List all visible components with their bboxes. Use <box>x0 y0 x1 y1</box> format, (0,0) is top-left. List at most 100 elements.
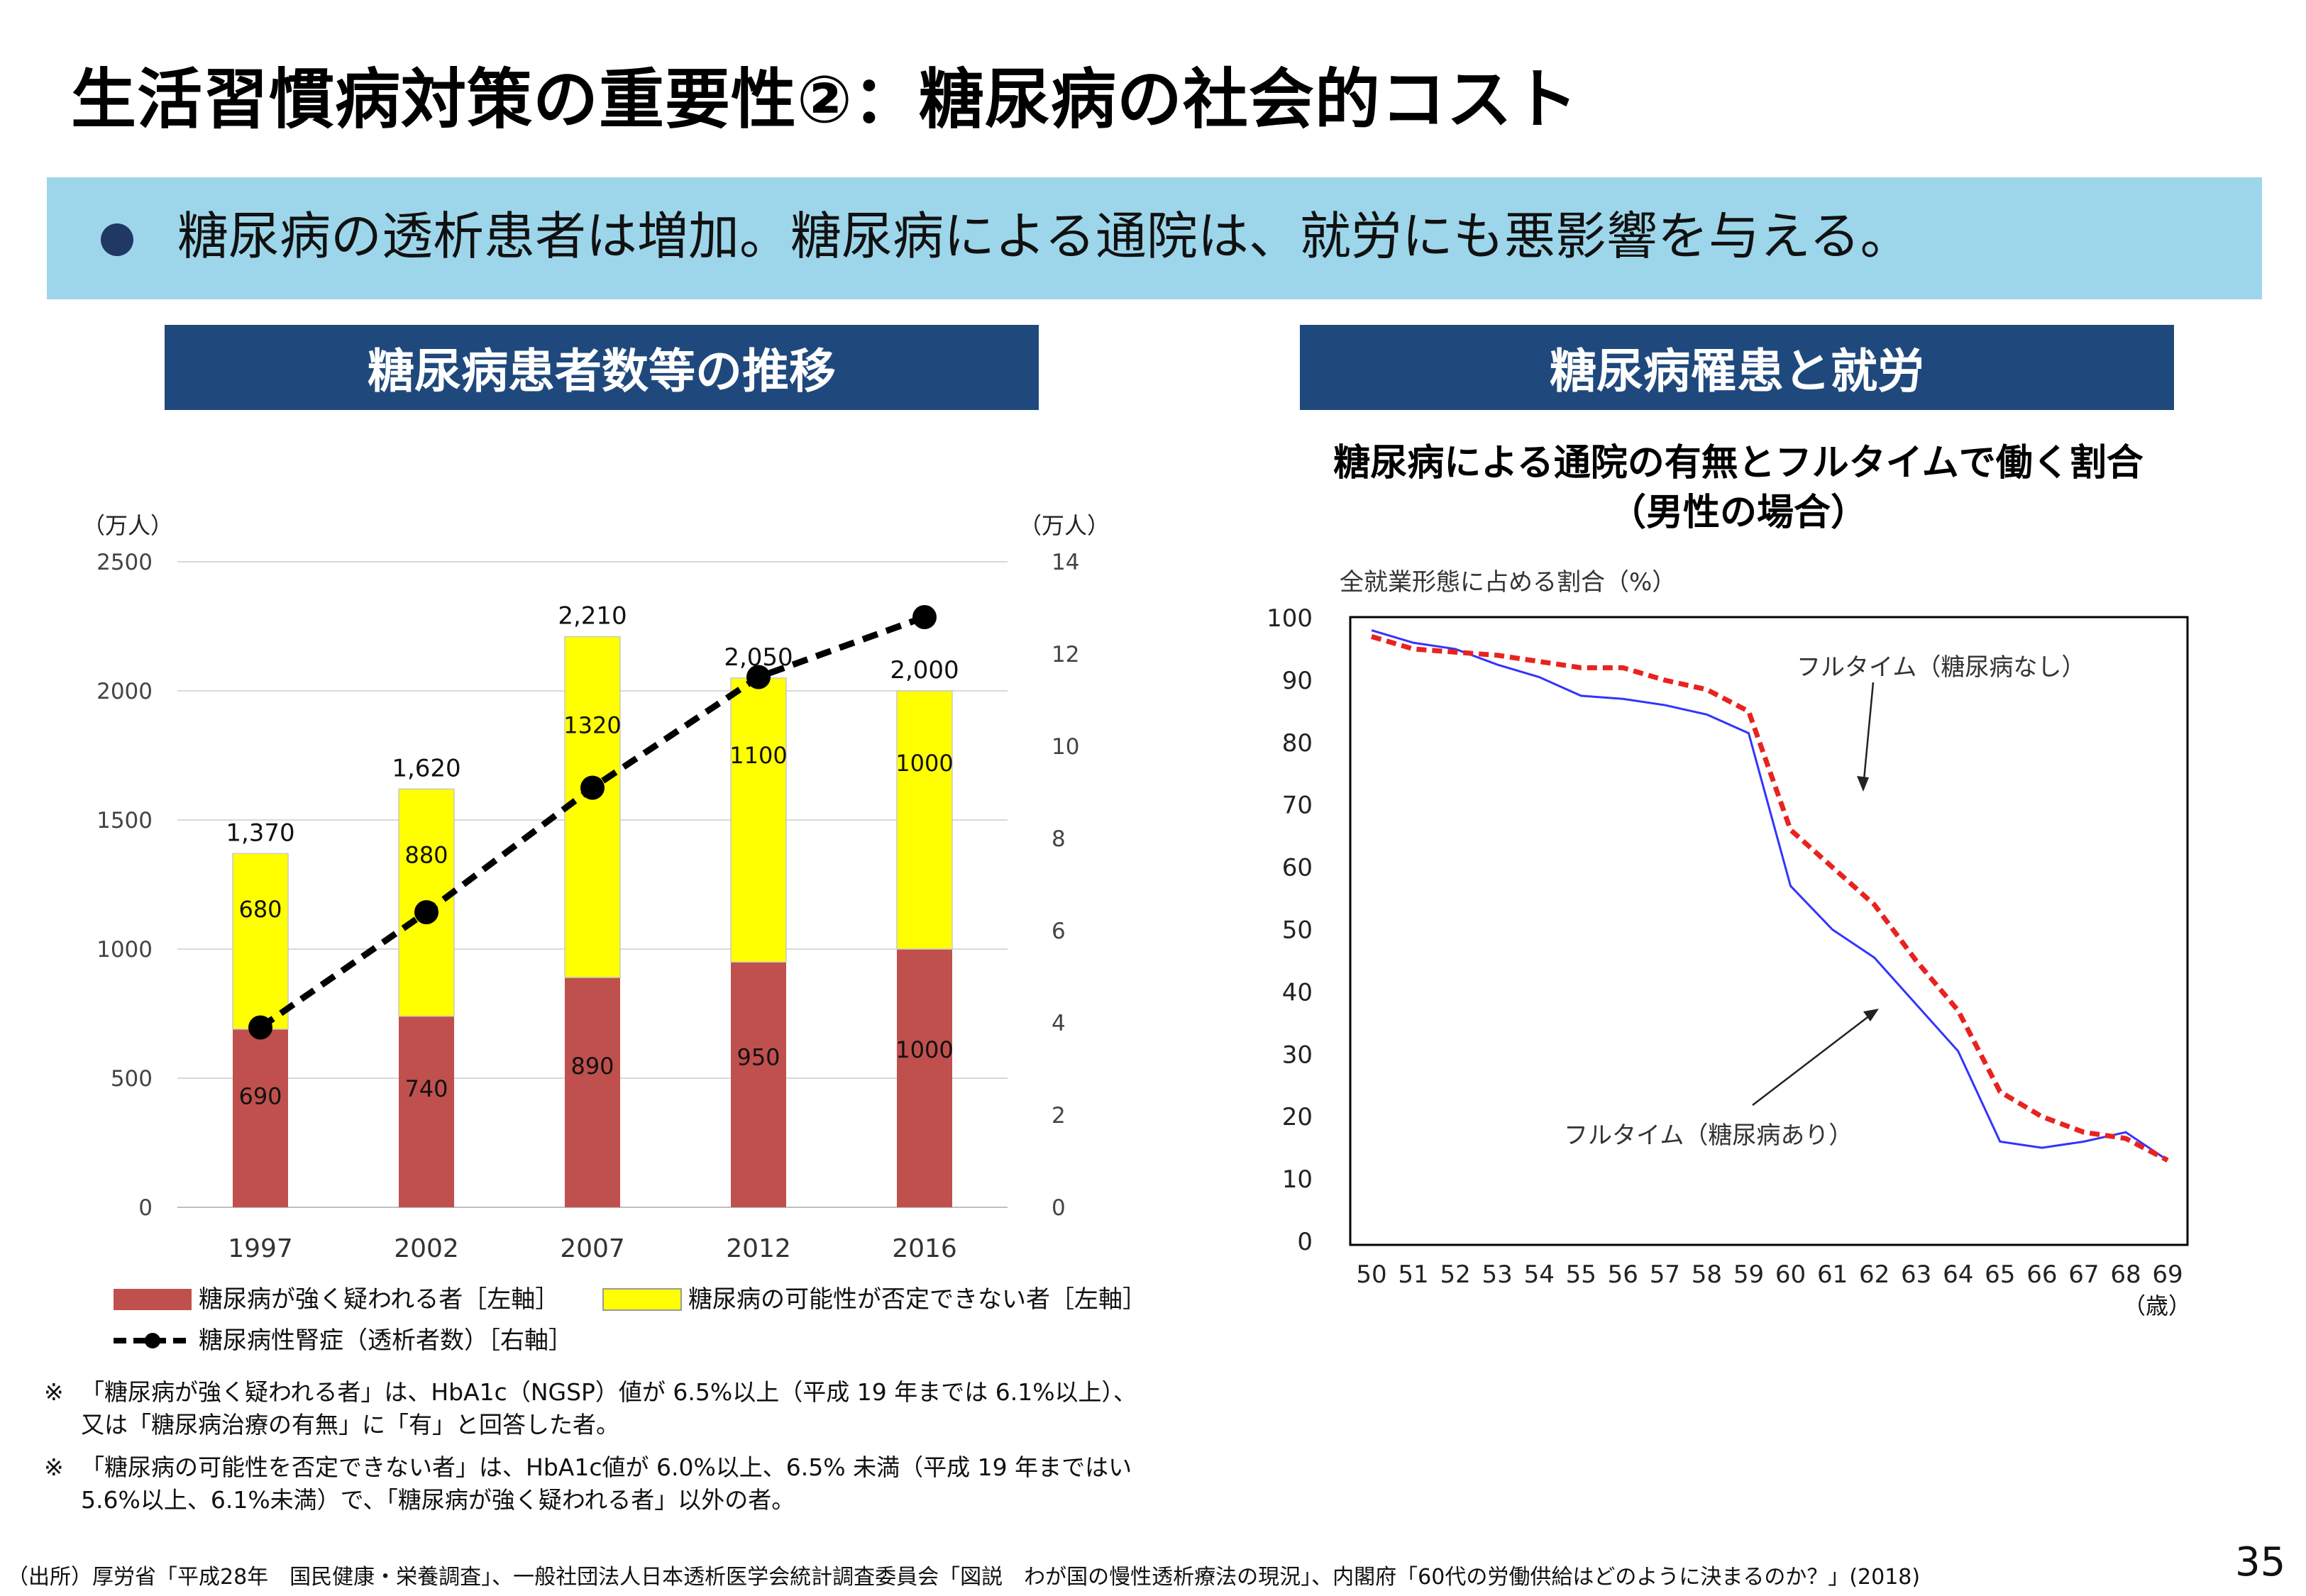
footnote: ※ 「糖尿病が強く疑われる者」は、HbA1c（NGSP）値が 6.5%以上（平成… <box>44 1376 1151 1441</box>
x-axis-tick: 64 <box>1943 1260 1973 1289</box>
x-axis-tick: 52 <box>1440 1260 1470 1289</box>
right-axis-tick: 0 <box>1052 1195 1066 1221</box>
legend-swatch-strong <box>114 1289 192 1310</box>
data-label-possible: 1000 <box>895 750 953 777</box>
y-axis-tick: 100 <box>1267 604 1313 633</box>
dialysis-point <box>580 775 605 800</box>
data-label-strong: 1000 <box>895 1036 953 1063</box>
legend-label-strong: 糖尿病が強く疑われる者［左軸］ <box>199 1285 559 1314</box>
data-label-strong: 890 <box>570 1053 614 1080</box>
data-label-strong: 740 <box>404 1075 448 1102</box>
bullet-icon <box>101 223 133 256</box>
total-label: 1,370 <box>226 819 294 847</box>
legend-swatch-possible <box>602 1288 682 1311</box>
y-axis-tick: 30 <box>1282 1041 1313 1069</box>
annotation-no-diabetes: フルタイム（糖尿病なし） <box>1797 653 2085 682</box>
annotation-arrow-diabetes <box>1752 1012 1874 1106</box>
total-label: 1,620 <box>392 754 460 782</box>
bar-strong <box>731 962 786 1207</box>
data-label-possible: 1320 <box>563 712 621 739</box>
bar-possible <box>232 853 289 1030</box>
page-number: 35 <box>2235 1539 2286 1585</box>
left-axis-tick: 2500 <box>96 550 153 575</box>
x-axis-tick: 61 <box>1817 1260 1848 1289</box>
x-axis-tick: 56 <box>1608 1260 1638 1289</box>
annotation-arrowhead-diabetes <box>1863 1009 1879 1021</box>
employment-rate-chart: 全就業形態に占める割合（%） 0 10 20 30 40 50 60 70 80 90 100 50 5… <box>1267 568 2191 1319</box>
left-axis-unit: （万人） <box>82 512 173 539</box>
right-axis-tick: 12 <box>1052 642 1079 667</box>
y-axis-tick: 80 <box>1282 729 1313 758</box>
line-with-diabetes <box>1371 629 2168 1161</box>
right-axis-tick: 4 <box>1052 1011 1066 1036</box>
y-axis-tick: 0 <box>1297 1228 1313 1256</box>
x-axis-tick: 67 <box>2068 1260 2099 1289</box>
data-label-strong: 690 <box>238 1082 282 1109</box>
footnote-mark: ※ <box>44 1378 64 1406</box>
legend-label-dialysis: 糖尿病性腎症（透析者数）［右軸］ <box>199 1326 573 1355</box>
dialysis-point <box>414 900 438 924</box>
dialysis-point <box>912 605 937 629</box>
slide-title: 生活習慣病対策の重要性②：糖尿病の社会的コスト <box>71 62 1579 138</box>
x-axis-tick: 53 <box>1482 1260 1513 1289</box>
left-axis-tick: 1000 <box>96 937 153 963</box>
legend-marker-dialysis <box>145 1333 160 1348</box>
x-axis-tick: 59 <box>1733 1260 1764 1289</box>
right-axis-tick: 8 <box>1052 826 1066 852</box>
bar-strong <box>399 1016 454 1207</box>
annotation-arrow-no-diabetes <box>1862 682 1875 788</box>
x-axis-tick: 2007 <box>560 1234 625 1263</box>
left-axis-tick: 500 <box>111 1066 153 1092</box>
y-axis-tick: 50 <box>1282 916 1313 945</box>
data-label-possible: 1100 <box>729 742 787 769</box>
y-axis-tick: 10 <box>1282 1165 1313 1194</box>
x-axis-tick: 2012 <box>726 1234 791 1263</box>
bar-possible <box>564 636 621 978</box>
y-axis-tick: 20 <box>1282 1103 1313 1131</box>
right-axis-tick: 2 <box>1052 1103 1066 1129</box>
employment-chart-title-line2: （男性の場合） <box>1609 492 1868 534</box>
footnote-text: 「糖尿病の可能性を否定できない者」は、HbA1c値が 6.0%以上、6.5% 未… <box>81 1453 1132 1514</box>
age-unit-label: （歳） <box>2123 1292 2191 1319</box>
total-label: 2,210 <box>558 602 627 631</box>
left-panel-header: 糖尿病患者数等の推移 <box>165 325 1039 410</box>
y-axis-tick: 70 <box>1282 792 1313 820</box>
x-axis-tick: 62 <box>1859 1260 1890 1289</box>
legend-label-possible: 糖尿病の可能性が否定できない者［左軸］ <box>688 1285 1147 1314</box>
footnote-mark: ※ <box>44 1453 64 1481</box>
x-axis-tick: 2016 <box>892 1234 957 1263</box>
footnote: ※ 「糖尿病の可能性を否定できない者」は、HbA1c値が 6.0%以上、6.5%… <box>44 1451 1151 1517</box>
left-axis-tick: 0 <box>138 1195 153 1221</box>
x-axis-tick: 50 <box>1356 1260 1386 1289</box>
right-axis-tick: 6 <box>1052 919 1066 944</box>
total-label: 2,050 <box>724 643 793 672</box>
annotation-diabetes: フルタイム（糖尿病あり） <box>1564 1121 1853 1150</box>
source-citation: （出所）厚労省「平成28年 国民健康・栄養調査」、一般社団法人日本透析医学会統計… <box>7 1565 1921 1590</box>
bar-possible <box>730 677 787 963</box>
y-axis-tick: 90 <box>1282 667 1313 695</box>
right-axis-tick: 14 <box>1052 550 1079 575</box>
x-axis-tick: 55 <box>1566 1260 1596 1289</box>
y-axis-tick: 60 <box>1282 854 1313 882</box>
diabetes-patients-chart: 6906801,3707408801,62089013202,210950110… <box>82 512 1147 1355</box>
x-axis-tick: 66 <box>2026 1260 2057 1289</box>
footnote-text: 「糖尿病が強く疑われる者」は、HbA1c（NGSP）値が 6.5%以上（平成 1… <box>81 1378 1137 1439</box>
x-axis-tick: 57 <box>1650 1260 1680 1289</box>
plot-frame <box>1349 616 2189 1246</box>
employment-chart-title-line1: 糖尿病による通院の有無とフルタイムで働く割合 <box>1333 442 2144 484</box>
data-label-strong: 950 <box>737 1043 780 1070</box>
y-axis-tick: 40 <box>1282 978 1313 1007</box>
footnotes: ※ 「糖尿病が強く疑われる者」は、HbA1c（NGSP）値が 6.5%以上（平成… <box>44 1376 1151 1526</box>
right-axis-tick: 10 <box>1052 734 1079 760</box>
right-panel-header: 糖尿病罹患と就労 <box>1300 325 2174 410</box>
right-axis-unit: （万人） <box>1019 512 1110 539</box>
data-label-possible: 880 <box>404 841 448 868</box>
x-axis-tick: 68 <box>2110 1260 2141 1289</box>
x-axis-tick: 58 <box>1692 1260 1722 1289</box>
x-axis-tick: 65 <box>1985 1260 2015 1289</box>
x-axis-tick: 2002 <box>394 1234 459 1263</box>
left-axis-tick: 1500 <box>96 808 153 833</box>
employment-chart-title: 糖尿病による通院の有無とフルタイムで働く割合 （男性の場合） <box>1270 438 2207 538</box>
dialysis-point <box>248 1015 272 1040</box>
data-label-possible: 680 <box>238 896 282 923</box>
